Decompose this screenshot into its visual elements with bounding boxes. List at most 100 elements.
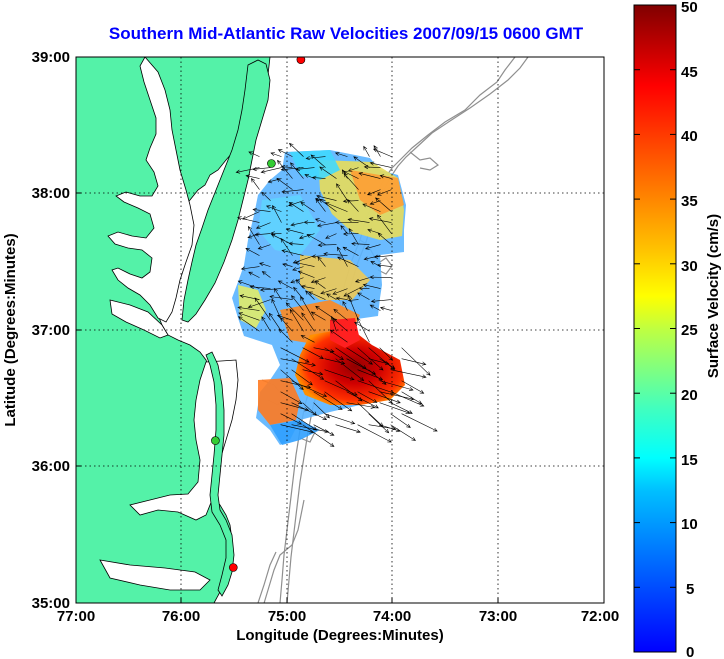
colorbar-tick-label: 25: [681, 322, 698, 339]
velocity-arrow: [335, 220, 359, 225]
y-tick-label: 38:00: [32, 185, 70, 202]
velocity-arrow: [277, 280, 293, 289]
velocity-arrow: [247, 225, 260, 245]
velocity-arrow: [281, 249, 304, 256]
velocity-arrow: [324, 369, 355, 381]
velocity-arrow: [324, 413, 356, 425]
velocity-arrow: [235, 167, 260, 174]
velocity-arrow: [324, 202, 348, 212]
velocity-arrow: [252, 207, 271, 212]
velocity-arrow: [368, 358, 390, 366]
velocity-arrow: [379, 380, 414, 391]
velocity-arrow: [305, 156, 326, 161]
velocity-arrow: [401, 380, 425, 394]
velocity-arrow: [324, 347, 344, 360]
velocity-arrow: [255, 222, 271, 229]
velocity-arrow: [357, 391, 378, 403]
velocity-arrow: [401, 358, 427, 366]
velocity-arrow: [376, 263, 392, 268]
colorbar-label: Surface Velocity (cm/s): [705, 214, 722, 378]
velocity-arrow: [269, 294, 293, 300]
velocity-arrow: [288, 241, 304, 246]
colorbar-tick-label: 5: [686, 581, 694, 598]
velocity-arrow: [354, 321, 370, 332]
velocity-arrow: [292, 266, 304, 271]
radar-site-marker: [296, 57, 306, 64]
velocity-arrow: [354, 277, 370, 283]
velocity-arrow: [310, 154, 326, 168]
velocity-arrow: [313, 347, 335, 353]
velocity-arrow: [390, 413, 411, 428]
velocity-vectors: [235, 142, 438, 447]
velocity-arrow: [335, 358, 365, 382]
velocity-arrow: [323, 252, 348, 257]
velocity-arrow: [288, 202, 304, 212]
velocity-arrow: [280, 358, 316, 367]
velocity-arrow: [379, 347, 394, 361]
y-tick-label: 36:00: [32, 458, 70, 475]
velocity-arrow: [276, 314, 293, 321]
colorbar-tick-label: 40: [681, 128, 698, 145]
velocity-arrow: [369, 304, 381, 311]
velocity-arrow: [291, 424, 330, 434]
velocity-arrow: [291, 413, 318, 431]
velocity-arrow: [302, 347, 324, 360]
x-tick-label: 74:00: [373, 608, 411, 625]
velocity-arrow: [267, 178, 282, 184]
colorbar-tick-label: 0: [686, 644, 694, 659]
velocity-arrow: [285, 228, 304, 234]
velocity-arrow: [261, 316, 271, 332]
velocity-arrow: [313, 391, 343, 410]
velocity-arrow: [351, 241, 370, 246]
velocity-arrow: [317, 243, 337, 248]
velocity-arrow: [377, 232, 392, 245]
velocity-arrow: [319, 166, 337, 179]
velocity-arrow: [259, 262, 271, 267]
velocity-arrow: [335, 347, 367, 370]
velocity-arrow: [300, 335, 315, 343]
velocity-arrow: [336, 183, 348, 201]
velocity-arrow: [248, 151, 260, 157]
velocity-arrow: [298, 233, 315, 240]
velocity-arrow: [237, 305, 260, 311]
velocity-arrow: [310, 277, 326, 284]
velocity-arrow: [280, 402, 310, 412]
velocity-arrow: [390, 402, 413, 414]
x-tick-label: 75:00: [268, 608, 306, 625]
velocity-arrow: [332, 288, 348, 295]
velocity-arrow: [249, 285, 271, 290]
velocity-arrow: [300, 284, 315, 289]
velocity-arrow: [277, 159, 293, 179]
velocity-arrow: [368, 391, 401, 404]
velocity-arrow: [302, 424, 335, 447]
velocity-arrow: [301, 312, 315, 332]
y-tick-label: 37:00: [32, 322, 70, 339]
x-axis-label: Longitude (Degrees:Minutes): [236, 627, 444, 644]
velocity-arrow: [247, 299, 271, 309]
velocity-arrow: [302, 369, 324, 376]
velocity-arrow: [375, 197, 392, 212]
velocity-arrow: [326, 293, 337, 300]
velocity-arrow: [254, 297, 271, 321]
velocity-arrow: [313, 424, 335, 436]
velocity-arrow: [324, 391, 353, 412]
velocity-arrow: [259, 287, 282, 292]
velocity-arrow: [302, 402, 317, 416]
velocity-arrow: [294, 261, 315, 267]
y-tick-label: 39:00: [32, 49, 70, 66]
tick-marks: [75, 56, 605, 604]
radar-site-marker: [211, 436, 220, 445]
velocity-arrow: [368, 217, 392, 223]
velocity-arrow: [261, 271, 271, 278]
velocity-arrow: [277, 149, 293, 157]
colorbar-tick-label: 10: [681, 516, 698, 533]
velocity-arrow: [250, 177, 260, 190]
velocity-arrow: [347, 294, 359, 321]
grid-lines: [76, 57, 604, 603]
velocity-arrow: [369, 161, 392, 168]
velocity-arrow: [373, 254, 392, 259]
velocity-arrow: [342, 246, 359, 256]
velocity-arrow: [347, 217, 370, 223]
colorbar-tick-label: 20: [681, 387, 698, 404]
velocity-arrow: [245, 247, 260, 256]
